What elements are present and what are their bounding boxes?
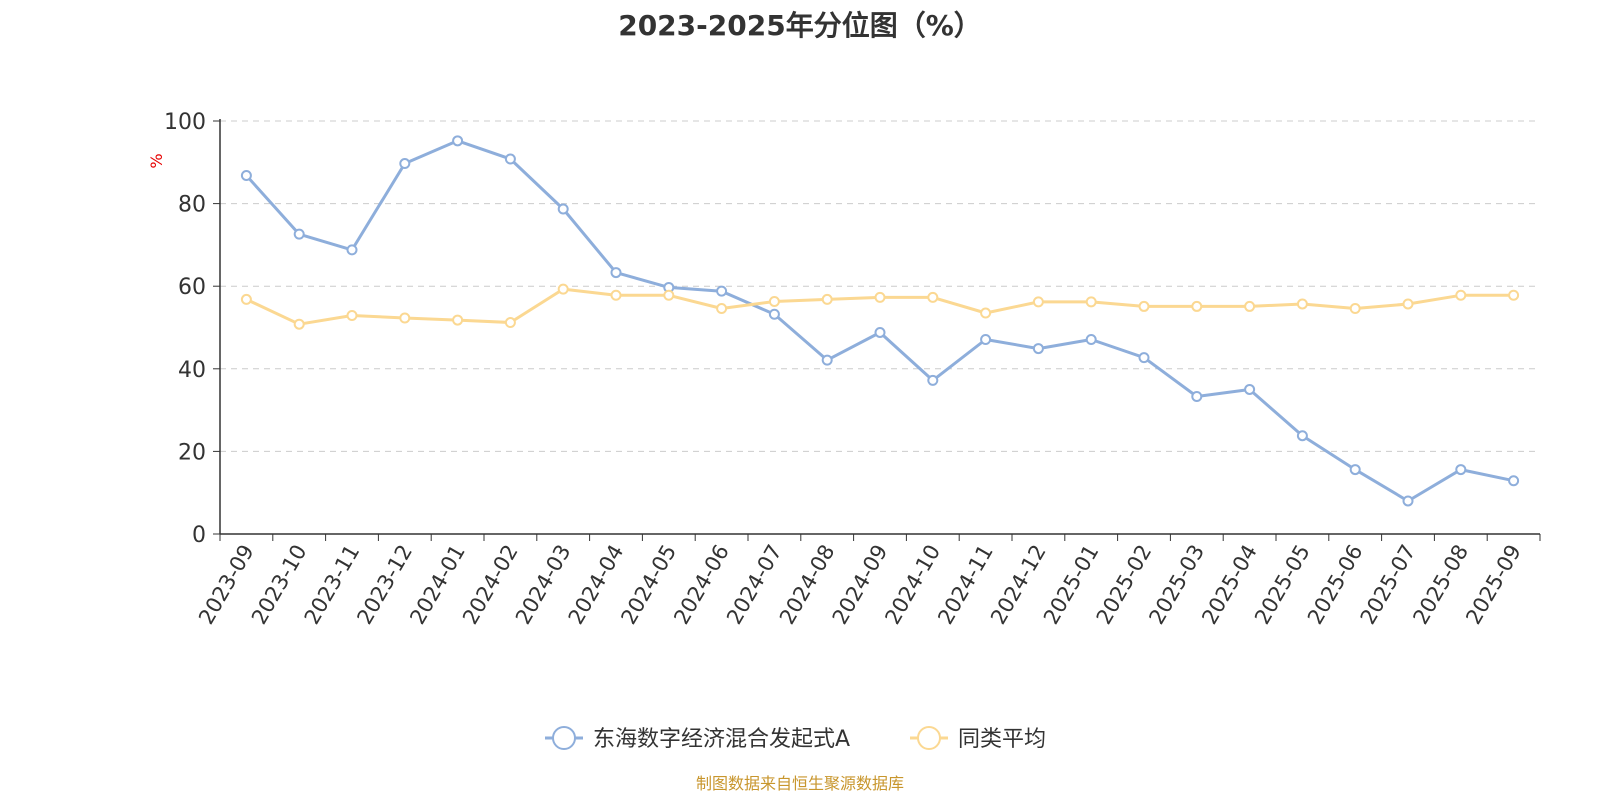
data-point <box>980 333 992 345</box>
data-point <box>557 203 569 215</box>
data-point <box>1244 383 1256 395</box>
y-tick-label: 0 <box>192 523 206 548</box>
data-point <box>716 303 728 315</box>
data-point <box>610 289 622 301</box>
data-point <box>293 318 305 330</box>
data-point <box>1455 289 1467 301</box>
data-point <box>610 267 622 279</box>
legend-swatch-marker <box>917 726 941 750</box>
legend-label: 东海数字经济混合发起式A <box>593 727 850 752</box>
data-point <box>399 158 411 170</box>
data-point <box>1349 464 1361 476</box>
data-point <box>1191 300 1203 312</box>
legend-item[interactable]: 东海数字经济混合发起式A <box>545 726 850 752</box>
data-point <box>663 289 675 301</box>
y-tick-label: 80 <box>178 193 206 218</box>
data-point <box>1085 296 1097 308</box>
data-point <box>927 291 939 303</box>
data-point <box>1349 303 1361 315</box>
data-point <box>927 374 939 386</box>
y-tick-label: 40 <box>178 358 206 383</box>
data-point <box>768 295 780 307</box>
legend[interactable]: 东海数字经济混合发起式A 同类平均 <box>545 726 1046 752</box>
data-point <box>821 354 833 366</box>
data-point <box>240 293 252 305</box>
data-point <box>874 291 886 303</box>
data-point <box>240 170 252 182</box>
data-point <box>1508 475 1520 487</box>
data-point <box>1032 343 1044 355</box>
data-point <box>1191 390 1203 402</box>
y-axis-label: % <box>147 153 166 168</box>
data-point <box>1508 289 1520 301</box>
legend-swatch-marker <box>552 726 576 750</box>
data-point <box>504 317 516 329</box>
data-point <box>1244 300 1256 312</box>
data-point <box>452 314 464 326</box>
data-point <box>1085 333 1097 345</box>
y-tick-label: 100 <box>164 110 206 135</box>
data-point <box>1296 430 1308 442</box>
series-line-1 <box>245 139 1514 503</box>
legend-label: 同类平均 <box>958 727 1046 752</box>
legend-item[interactable]: 同类平均 <box>910 726 1046 752</box>
data-point <box>1296 298 1308 310</box>
data-point <box>557 283 569 295</box>
data-point <box>768 308 780 320</box>
data-point <box>1455 464 1467 476</box>
data-point <box>874 326 886 338</box>
data-point <box>821 293 833 305</box>
data-point <box>346 310 358 322</box>
data-point <box>293 228 305 240</box>
data-point <box>1402 298 1414 310</box>
data-point <box>346 244 358 256</box>
y-tick-label: 60 <box>178 275 206 300</box>
chart-title: 2023-2025年分位图（%） <box>618 9 982 42</box>
data-point <box>452 135 464 147</box>
y-tick-label: 20 <box>178 440 206 465</box>
source-note: 制图数据来自恒生聚源数据库 <box>695 774 904 793</box>
data-point <box>716 285 728 297</box>
data-point <box>1032 296 1044 308</box>
data-point <box>980 307 992 319</box>
data-point <box>1402 495 1414 507</box>
data-point <box>1138 300 1150 312</box>
data-point <box>399 312 411 324</box>
data-point <box>1138 352 1150 364</box>
data-point <box>504 153 516 165</box>
series-lines <box>240 135 1520 507</box>
grid-lines <box>220 120 1540 452</box>
